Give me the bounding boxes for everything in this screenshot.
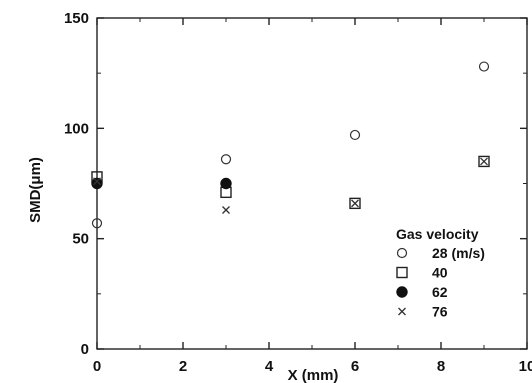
legend-label: 28 (m/s) (432, 245, 485, 261)
plot-border (96, 17, 528, 350)
x-tick-label: 8 (437, 358, 445, 375)
x-tick-label: 2 (179, 358, 187, 375)
data-point (351, 199, 359, 208)
legend-marker (398, 307, 406, 316)
legend-title: Gas velocity (396, 226, 479, 242)
data-point (93, 177, 101, 186)
cross-stroke (351, 199, 359, 208)
y-axis-title: SMD(μm) (27, 157, 44, 223)
legend-label: 40 (432, 265, 448, 281)
data-point (478, 155, 490, 168)
cross-stroke (480, 157, 488, 166)
x-tick-label: 0 (93, 358, 101, 375)
series-4 (93, 157, 488, 214)
y-axis: 0 50 100 150 (64, 10, 527, 358)
x-tick-label: 10 (519, 358, 532, 375)
data-point (222, 206, 230, 214)
legend-marker (396, 266, 408, 279)
data-point (349, 129, 361, 141)
legend: Gas velocity 28 (m/s) 40 62 76 (396, 226, 485, 320)
x-axis-title: X (mm) (288, 367, 339, 383)
legend-label: 62 (432, 284, 448, 300)
data-point (349, 197, 361, 210)
x-tick-label: 4 (265, 358, 274, 375)
series-3 (91, 177, 232, 190)
x-axis: 0 2 4 6 8 10 (93, 18, 532, 375)
legend-marker (396, 286, 408, 298)
legend-marker (396, 247, 408, 259)
cross-stroke (398, 307, 406, 316)
data-point (91, 177, 103, 190)
legend-label: 76 (432, 304, 448, 320)
cross-stroke (93, 177, 101, 186)
data-points (91, 61, 490, 229)
data-point (220, 177, 232, 190)
data-point (480, 157, 488, 166)
x-tick-label: 6 (351, 358, 359, 375)
y-tick-label: 100 (64, 120, 89, 137)
series-2 (91, 155, 490, 210)
data-point (220, 154, 232, 165)
series-1 (91, 61, 490, 229)
data-point (478, 61, 490, 72)
y-tick-label: 150 (64, 10, 89, 27)
cross-stroke (222, 206, 230, 214)
data-point (91, 218, 103, 229)
plot-frame (96, 17, 528, 350)
y-tick-label: 50 (72, 231, 89, 248)
y-tick-label: 0 (81, 341, 89, 358)
